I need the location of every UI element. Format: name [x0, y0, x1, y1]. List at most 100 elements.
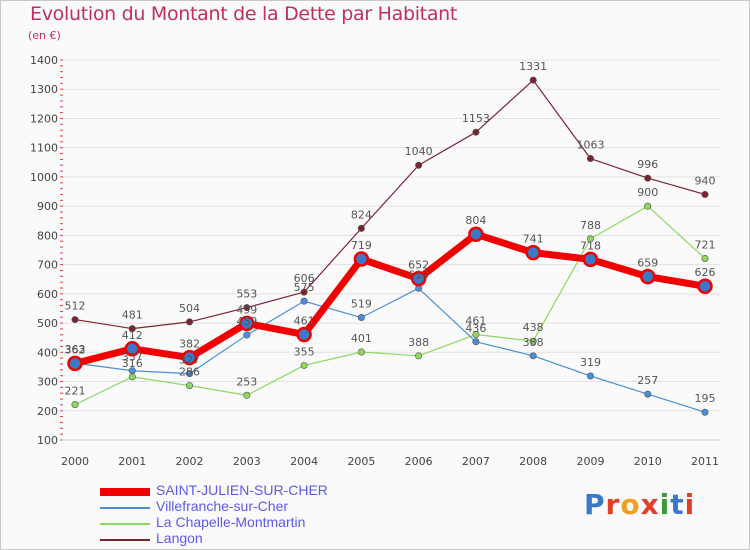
legend-swatch: [100, 488, 150, 496]
logo-letter: x: [640, 488, 660, 521]
data-point: [243, 391, 251, 399]
data-point: [67, 355, 83, 372]
data-point: [181, 349, 198, 366]
data-point: [243, 331, 251, 339]
unit-label: (en €): [28, 29, 61, 42]
data-label: 659: [637, 257, 658, 270]
data-label: 606: [294, 272, 315, 285]
data-point: [529, 76, 537, 84]
y-tick-label: 900: [37, 200, 58, 213]
data-label: 436: [465, 322, 486, 335]
x-tick-label: 2004: [290, 455, 318, 468]
data-point: [128, 367, 136, 375]
logo-letter: t: [670, 488, 685, 521]
data-label: 553: [236, 288, 257, 301]
data-label: 499: [236, 303, 257, 316]
x-tick-label: 2000: [61, 455, 89, 468]
legend-label: SAINT-JULIEN-SUR-CHER: [156, 482, 328, 498]
data-label: 388: [408, 336, 429, 349]
legend-label: Villefranche-sur-Cher: [156, 498, 289, 514]
data-point: [586, 372, 594, 380]
legend-swatch: [100, 539, 150, 541]
legend-label: La Chapelle-Montmartin: [156, 514, 306, 530]
data-point: [586, 235, 594, 243]
series-line: [71, 230, 709, 367]
data-label: 512: [65, 300, 86, 313]
data-label: 363: [65, 343, 86, 356]
data-label: 401: [351, 332, 372, 345]
data-point: [415, 352, 423, 360]
data-point: [128, 373, 136, 381]
data-point: [357, 314, 365, 322]
data-label: 319: [580, 356, 601, 369]
proxiti-logo: Proxiti: [584, 488, 695, 521]
data-point: [415, 161, 423, 169]
data-point: [472, 330, 480, 338]
data-label: 481: [122, 309, 143, 322]
x-tick-label: 2010: [634, 455, 662, 468]
data-point: [582, 251, 599, 268]
data-label: 741: [523, 233, 544, 246]
series-line: [74, 205, 706, 406]
y-tick-label: 400: [37, 346, 58, 359]
legend-item-2: La Chapelle-Montmartin: [100, 514, 400, 532]
data-label: 824: [351, 208, 372, 221]
data-point: [525, 244, 541, 261]
data-point: [71, 401, 79, 409]
data-label: 1153: [462, 112, 490, 125]
legend-item-1: Villefranche-sur-Cher: [100, 498, 400, 516]
data-label: 355: [294, 345, 315, 358]
x-tick-label: 2009: [576, 455, 604, 468]
x-tick-label: 2007: [462, 455, 490, 468]
data-label: 257: [637, 374, 658, 387]
x-tick-label: 2001: [118, 455, 146, 468]
data-point: [701, 254, 709, 262]
data-label: 626: [695, 266, 716, 279]
data-label: 253: [236, 375, 257, 388]
data-label: 804: [465, 214, 486, 227]
data-label: 940: [695, 174, 716, 187]
data-label: 388: [523, 336, 544, 349]
data-point: [644, 390, 652, 398]
data-point: [586, 155, 594, 163]
data-point: [296, 326, 312, 343]
logo-letter: i: [659, 488, 671, 521]
data-label: 221: [65, 385, 86, 398]
data-point: [468, 226, 484, 242]
data-point: [644, 174, 652, 182]
data-label: 1063: [576, 139, 604, 152]
y-tick-label: 1000: [30, 171, 58, 184]
data-point: [529, 352, 537, 360]
data-point: [239, 315, 255, 332]
data-label: 286: [179, 366, 200, 379]
data-point: [701, 408, 709, 416]
data-label: 438: [523, 321, 544, 334]
data-point: [472, 338, 480, 346]
logo-letter: P: [584, 488, 606, 521]
y-tick-label: 1300: [30, 83, 58, 96]
series-line: [74, 287, 706, 413]
data-point: [353, 251, 370, 267]
data-label: 459: [236, 315, 257, 328]
data-label: 996: [637, 158, 658, 171]
data-label: 412: [122, 329, 143, 342]
x-tick-label: 2008: [519, 455, 547, 468]
y-tick-label: 500: [37, 317, 58, 330]
data-point: [243, 304, 251, 312]
data-point: [410, 270, 427, 287]
logo-letter: r: [605, 488, 621, 521]
y-tick-label: 700: [37, 259, 58, 272]
data-label: 900: [637, 186, 658, 199]
data-label: 619: [408, 268, 429, 281]
legend-swatch: [100, 507, 150, 509]
data-point: [128, 325, 136, 333]
data-label: 382: [179, 338, 200, 351]
data-point: [644, 202, 652, 210]
data-point: [472, 128, 480, 136]
data-label: 575: [294, 281, 315, 294]
x-tick-label: 2011: [691, 455, 719, 468]
data-point: [186, 318, 194, 326]
data-label: 788: [580, 219, 601, 232]
x-tick-label: 2002: [176, 455, 204, 468]
